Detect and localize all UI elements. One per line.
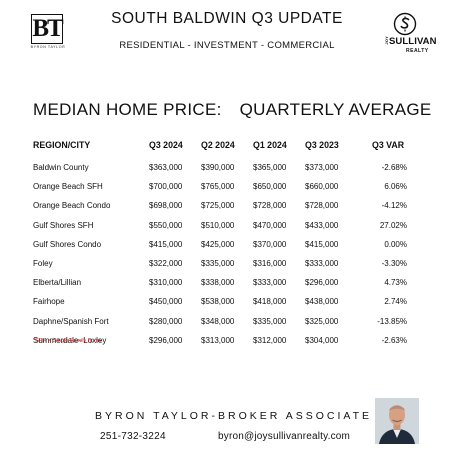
variance-cell: 0.00%: [384, 239, 407, 249]
price-cell: $510,000: [201, 220, 235, 230]
price-cell: $335,000: [201, 259, 235, 269]
page-subtitle: RESIDENTIAL - INVESTMENT - COMMERCIAL: [119, 40, 335, 51]
section-heading-left: MEDIAN HOME PRICE:: [33, 100, 222, 119]
price-cell: $333,000: [253, 278, 287, 288]
variance-cell: 4.73%: [384, 278, 407, 288]
price-cell: $538,000: [201, 297, 235, 307]
footnote: *SFH = Single Family home: [33, 338, 102, 344]
table-row: Fairhope $450,000 $538,000 $418,000 $438,000…: [33, 292, 435, 311]
variance-cell: -2.68%: [381, 163, 407, 173]
variance-cell: -3.30%: [381, 259, 407, 269]
bt-logo-mark: BT: [31, 14, 64, 44]
price-cell: $438,000: [305, 297, 339, 307]
section-heading: MEDIAN HOME PRICE: QUARTERLY AVERAGE: [33, 100, 432, 120]
section-heading-right: QUARTERLY AVERAGE: [239, 100, 432, 119]
price-cell: $660,000: [305, 182, 339, 192]
table-row: Elberta/Lillian $310,000 $338,000 $333,000 $…: [33, 273, 435, 292]
price-cell: $365,000: [253, 163, 287, 173]
column-header-q3-2024: Q3 2024: [149, 140, 183, 150]
price-cell: $333,000: [305, 259, 339, 269]
price-cell: $698,000: [149, 201, 183, 211]
avatar: [375, 398, 419, 444]
region-cell: Gulf Shores Condo: [33, 239, 102, 249]
region-cell: Baldwin County: [33, 163, 89, 173]
region-cell: Daphne/Spanish Fort: [33, 316, 109, 326]
table-row: Gulf Shores Condo $415,000 $425,000 $370,00…: [33, 235, 435, 254]
table-row: Gulf Shores SFH $550,000 $510,000 $470,000 $…: [33, 216, 435, 235]
region-cell: Orange Beach Condo: [33, 201, 111, 211]
broker-portrait: [375, 398, 419, 444]
email-address: byron@joysullivanrealty.com: [218, 431, 351, 442]
column-header-q2-2024: Q2 2024: [201, 140, 235, 150]
column-header-region-city: REGION/CITY: [33, 140, 91, 150]
price-cell: $296,000: [149, 335, 183, 345]
region-cell: Fairhope: [33, 297, 65, 307]
price-cell: $304,000: [305, 335, 339, 345]
variance-cell: 6.06%: [384, 182, 407, 192]
price-cell: $312,000: [253, 335, 287, 345]
swirl-s-emblem-icon: [393, 12, 417, 36]
region-cell: Summerdale- Loxley: [33, 335, 107, 345]
variance-cell: -2.63%: [381, 335, 407, 345]
table-body: Baldwin County $363,000 $390,000 $365,000 $3…: [33, 158, 435, 350]
price-cell: $390,000: [201, 163, 235, 173]
median-price-table: REGION/CITY Q3 2024 Q2 2024 Q1 2024 Q3 2023 Q…: [33, 138, 435, 350]
price-cell: $313,000: [201, 335, 235, 345]
price-cell: $280,000: [149, 316, 183, 326]
price-cell: $415,000: [305, 239, 339, 249]
price-cell: $338,000: [201, 278, 235, 288]
broker-name: BYRON TAYLOR-BROKER ASSOCIATE: [95, 410, 373, 422]
price-cell: $650,000: [253, 182, 287, 192]
table-row: Daphne/Spanish Fort $280,000 $348,000 $335,…: [33, 312, 435, 331]
variance-cell: 2.74%: [384, 297, 407, 307]
price-cell: $728,000: [253, 201, 287, 211]
column-header-q3-2023: Q3 2023: [305, 140, 339, 150]
price-cell: $418,000: [253, 297, 287, 307]
price-cell: $700,000: [149, 182, 183, 192]
table-row: Summerdale- Loxley $296,000 $313,000 $312,0…: [33, 331, 435, 350]
bt-logo-caption: BYRON TAYLOR: [30, 45, 66, 49]
logo-sullivan-text: SULLIVAN: [389, 36, 437, 47]
price-cell: $363,000: [149, 163, 183, 173]
logo-realty-text: REALTY: [406, 48, 429, 54]
joy-sullivan-realty-logo: JOY SULLIVAN REALTY: [380, 12, 437, 60]
price-cell: $450,000: [149, 297, 183, 307]
price-cell: $316,000: [253, 259, 287, 269]
price-cell: $550,000: [149, 220, 183, 230]
price-cell: $725,000: [201, 201, 235, 211]
table-header-row: REGION/CITY Q3 2024 Q2 2024 Q1 2024 Q3 2023 Q…: [33, 138, 435, 158]
column-header-q1-2024: Q1 2024: [253, 140, 287, 150]
price-cell: $470,000: [253, 220, 287, 230]
price-cell: $348,000: [201, 316, 235, 326]
price-cell: $296,000: [305, 278, 339, 288]
price-cell: $310,000: [149, 278, 183, 288]
price-cell: $325,000: [305, 316, 339, 326]
price-cell: $370,000: [253, 239, 287, 249]
region-cell: Foley: [33, 259, 53, 269]
table-row: Orange Beach SFH $700,000 $765,000 $650,000…: [33, 177, 435, 196]
page-title: SOUTH BALDWIN Q3 UPDATE: [111, 10, 343, 27]
variance-cell: -4.12%: [381, 201, 407, 211]
phone-number: 251-732-3224: [100, 431, 166, 442]
price-cell: $728,000: [305, 201, 339, 211]
table-row: Orange Beach Condo $698,000 $725,000 $728,0…: [33, 196, 435, 215]
price-cell: $335,000: [253, 316, 287, 326]
region-cell: Gulf Shores SFH: [33, 220, 94, 230]
column-header-q3-var: Q3 VAR: [372, 140, 405, 150]
variance-cell: 27.02%: [379, 220, 407, 230]
region-cell: Orange Beach SFH: [33, 182, 103, 192]
price-cell: $433,000: [305, 220, 339, 230]
price-cell: $425,000: [201, 239, 235, 249]
table-row: Baldwin County $363,000 $390,000 $365,000 $3…: [33, 158, 435, 177]
price-cell: $373,000: [305, 163, 339, 173]
table-row: Foley $322,000 $335,000 $316,000 $333,000 -3.…: [33, 254, 435, 273]
bt-logo: BT BYRON TAYLOR: [31, 14, 65, 52]
price-cell: $765,000: [201, 182, 235, 192]
price-cell: $415,000: [149, 239, 183, 249]
variance-cell: -13.85%: [377, 316, 407, 326]
region-cell: Elberta/Lillian: [33, 278, 82, 288]
price-cell: $322,000: [149, 259, 183, 269]
